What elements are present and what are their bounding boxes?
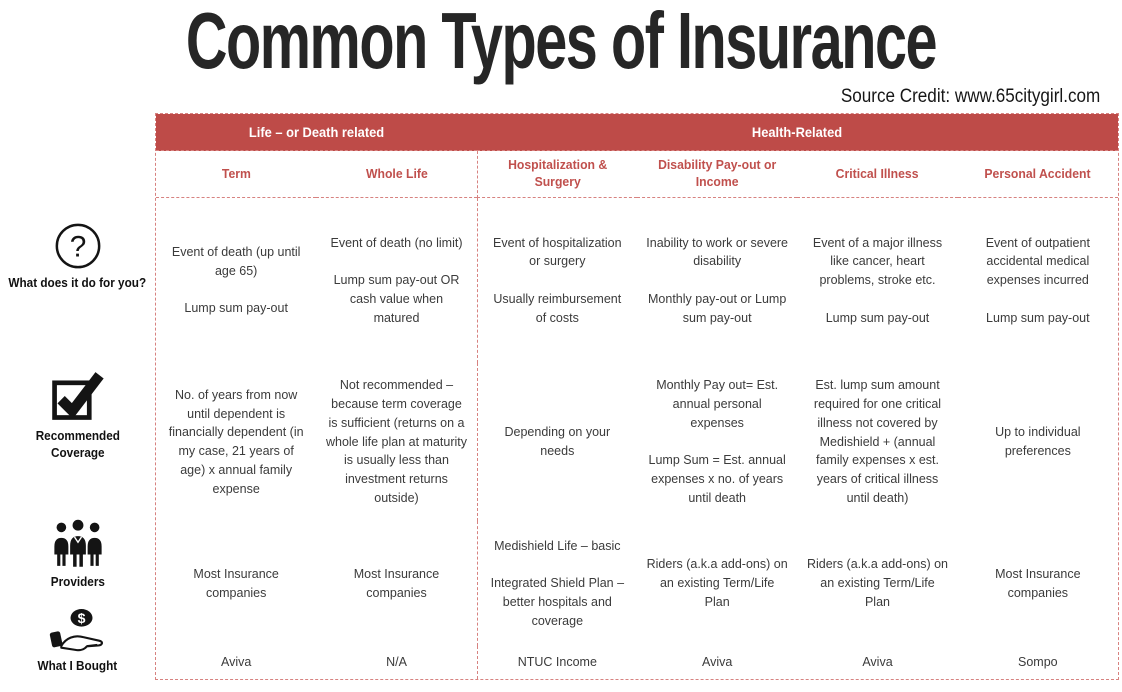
row-label-text: What I Bought — [37, 659, 118, 673]
table-cell: Most Insurance companies — [995, 566, 1081, 600]
table-cell: No. of years from now until dependent is… — [168, 387, 304, 496]
table-cell: Sompo — [1018, 655, 1058, 670]
dollar-glyph: $ — [77, 610, 85, 626]
table-cell: NTUC Income — [476, 646, 637, 679]
column-header-hospitalization: Hospitalization & Surgery — [476, 151, 637, 198]
table-cell: Aviva — [862, 655, 893, 670]
table-cell: Event of hospitalization or surgery Usua… — [476, 198, 637, 363]
group-header-label: Health-Related — [752, 124, 843, 140]
table-cell: Most Insurance companies — [353, 566, 440, 600]
table-cell: Riders (a.k.a add-ons) on an existing Te… — [806, 557, 949, 609]
table-cell: Event of outpatient accidental medical e… — [985, 235, 1090, 325]
hand-money-icon: $ — [49, 609, 103, 652]
table-cell: Depending on your needs — [476, 363, 637, 521]
table-cell: Event of death (up until age 65) Lump su… — [171, 245, 301, 316]
column-header-critical-illness: Critical Illness — [797, 151, 958, 198]
question-glyph: ? — [69, 231, 86, 264]
table-cell: Inability to work or severe disability M… — [646, 235, 789, 325]
page-title-wrap: Common Types of Insurance — [0, 0, 1122, 82]
column-header-whole-life: Whole Life — [316, 151, 477, 198]
table-cell: Most Insurance companies — [193, 566, 279, 600]
group-header-label: Life – or Death related — [248, 124, 384, 140]
row-label-recommended-coverage: Recommended Coverage — [0, 366, 155, 462]
table-cell: Est. lump sum amount required for one cr… — [813, 378, 942, 505]
table-cell: Medishield Life – basic Integrated Shiel… — [476, 521, 637, 646]
column-header-disability: Disability Pay-out or Income — [636, 151, 798, 198]
table-cell: Event of a major illness like cancer, he… — [812, 235, 943, 325]
people-group-icon — [53, 519, 102, 567]
question-circle-icon: ? — [55, 223, 100, 269]
column-header-personal-accident: Personal Accident — [957, 151, 1118, 198]
page-title: Common Types of Insurance — [185, 0, 938, 85]
row-label-what-i-bought: $ What I Bought — [0, 608, 155, 675]
insurance-table: Life – or Death related Health-Related T… — [155, 113, 1119, 680]
group-header-health: Health-Related — [476, 114, 1118, 151]
row-label-what-it-does: ? What does it do for you? — [0, 221, 155, 292]
table-cell: Monthly Pay out= Est. annual personal ex… — [648, 378, 786, 505]
column-header-term: Term — [156, 151, 317, 198]
row-label-text: What does it do for you? — [8, 276, 147, 290]
table-cell: Not recommended – because term coverage … — [325, 378, 468, 505]
group-header-life: Life – or Death related — [156, 114, 477, 151]
row-label-providers: Providers — [0, 518, 155, 591]
checkbox-checked-icon — [51, 372, 104, 420]
table-cell: Aviva — [701, 655, 733, 670]
table-cell: Aviva — [220, 655, 252, 670]
table-cell: Up to individual preferences — [995, 425, 1081, 458]
source-credit: Source Credit: www.65citygirl.com — [840, 86, 1100, 107]
table-cell: Event of death (no limit) Lump sum pay-o… — [330, 235, 463, 325]
table-cell: N/A — [386, 655, 407, 670]
row-label-text: Providers — [50, 575, 105, 589]
table-cell: Riders (a.k.a add-ons) on an existing Te… — [646, 557, 788, 609]
row-label-text: Recommended Coverage — [35, 429, 120, 460]
